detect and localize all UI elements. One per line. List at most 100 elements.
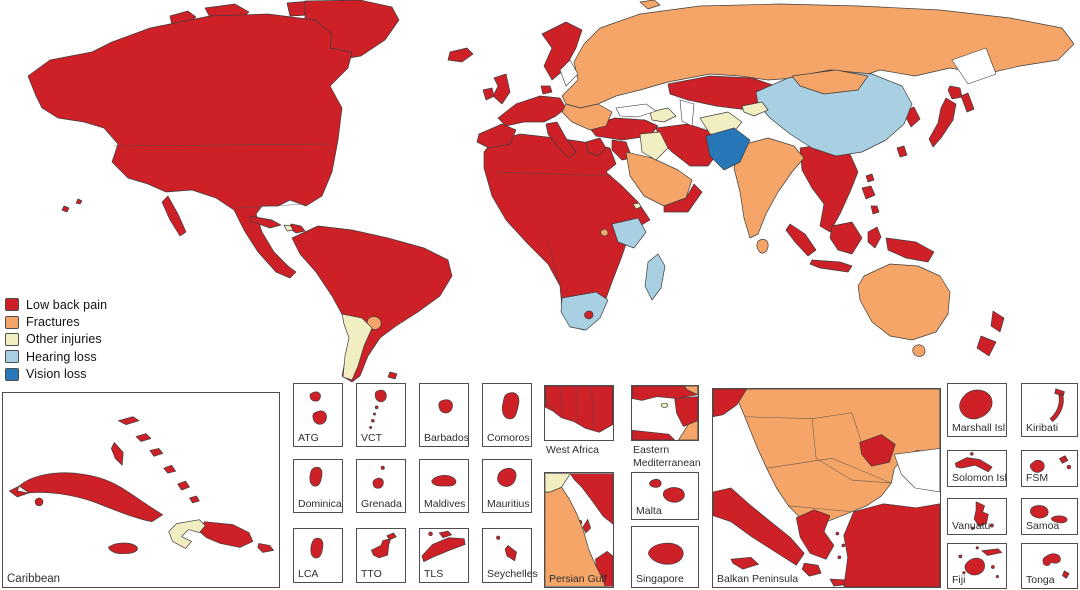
region-western-europe (497, 95, 567, 127)
inset-persian-gulf: Persian Gulf (544, 472, 614, 588)
regions-vision-loss (705, 127, 751, 171)
region-uk (492, 73, 511, 105)
region-lesotho (584, 310, 594, 320)
regions-hearing-loss (560, 69, 913, 331)
legend-label: Other injuries (26, 332, 102, 347)
lca-map (310, 537, 324, 559)
inset-label: TLS (424, 568, 444, 580)
legend-label: Fractures (26, 315, 80, 330)
dominica-map (309, 466, 323, 487)
inset-tls: TLS (419, 528, 469, 583)
legend-item-other-injuries: Other injuries (5, 331, 107, 348)
moldova (859, 434, 896, 467)
italy-inset (713, 487, 805, 570)
inset-label: Marshall Isl (952, 422, 1006, 434)
inset-marshall-islands: Marshall Isl (947, 383, 1007, 437)
inset-caribbean: Caribbean (2, 392, 280, 588)
caribbean-red (9, 416, 274, 555)
region-sulawesi (867, 226, 882, 249)
legend-swatch-vision-loss (5, 367, 19, 381)
inset-seychelles: Seychelles (482, 528, 538, 583)
inset-label: Fiji (952, 574, 966, 586)
region-svalbard (639, 0, 661, 10)
greece-inset (795, 509, 854, 587)
jamaica (107, 542, 138, 555)
regions-low-back-pain (27, 0, 1005, 383)
region-south-america (291, 225, 453, 383)
region-hawaii (61, 198, 83, 213)
regions-other-injuries (283, 101, 769, 381)
comoros-map (501, 392, 520, 420)
inset-maldives: Maldives (419, 459, 469, 513)
inset-kiribati: Kiribati (1021, 383, 1078, 437)
legend-item-hearing-loss: Hearing loss (5, 348, 107, 365)
vanuatu-map (970, 501, 994, 530)
region-iceland (447, 47, 474, 63)
inset-label: LCA (298, 568, 319, 580)
region-haiti-mainmap (283, 224, 294, 232)
region-new-guinea (885, 237, 935, 263)
inset-label: Comoros (487, 432, 530, 444)
legend-label: Low back pain (26, 297, 108, 312)
region-java (809, 259, 853, 273)
water-bodies (559, 47, 997, 127)
inset-label: Vanuatu (952, 520, 991, 532)
inset-label: VCT (361, 432, 382, 444)
grenada-map (372, 465, 385, 489)
inset-label-malta: Malta (636, 505, 662, 517)
legend-swatch-fractures (5, 315, 19, 329)
tonga-map (1042, 553, 1070, 579)
fiji-map (958, 546, 1003, 579)
inset-fiji: Fiji (947, 543, 1007, 589)
tls-map (421, 530, 466, 563)
baltic-sea (559, 59, 579, 87)
legend: Low back pain Fractures Other injuries H… (5, 296, 107, 383)
regions-low-back-pain-overlay (540, 21, 703, 213)
region-ireland (482, 87, 495, 101)
vct-map (369, 389, 387, 429)
legend-label: Vision loss (26, 367, 87, 382)
region-taiwan (896, 145, 908, 158)
inset-label-eastern-mediterranean: Eastern Mediterranean (633, 444, 701, 470)
region-australia (857, 263, 951, 341)
inset-singapore: Singapore (631, 526, 699, 588)
inset-label: Mauritius (487, 498, 530, 510)
caribbean-yellow (168, 519, 206, 549)
balkan-northwest-red (713, 389, 748, 418)
inset-label: Solomon Isl (952, 472, 1007, 484)
inset-atg: ATG (293, 383, 343, 447)
inset-solomon-islands: Solomon Isl (947, 450, 1007, 487)
inset-vanuatu: Vanuatu (947, 498, 1007, 535)
inset-label-caribbean: Caribbean (7, 573, 61, 585)
bahamas (110, 416, 200, 504)
region-argentina (341, 313, 373, 381)
legend-item-low-back-pain: Low back pain (5, 296, 107, 313)
region-eastern-europe-tail (561, 103, 613, 131)
inset-label: FSM (1026, 472, 1049, 484)
region-africa (483, 133, 651, 331)
main-world-map (27, 0, 1075, 383)
aegean-islands (835, 531, 846, 560)
region-sri-lanka (756, 239, 769, 254)
region-southeast-asia (799, 143, 859, 233)
caribbean-map (9, 416, 274, 555)
region-madagascar (644, 253, 666, 301)
legend-swatch-other-injuries (5, 332, 19, 346)
region-iberia (476, 123, 517, 149)
sea-of-okhotsk (951, 47, 997, 85)
country-borders (113, 81, 669, 287)
inset-barbados: Barbados (419, 383, 469, 447)
region-borneo (829, 221, 863, 255)
samoa-map (1030, 505, 1068, 524)
malta-map (649, 478, 685, 503)
region-philippines (861, 173, 880, 215)
inset-west-africa (544, 385, 614, 441)
region-mongolia (791, 69, 869, 95)
caspian-sea (679, 99, 695, 127)
inset-eastern-mediterranean (631, 385, 699, 441)
inset-label: TTO (361, 568, 382, 580)
balkan-map (713, 389, 940, 587)
inset-fsm: FSM (1021, 450, 1078, 487)
region-baja-california (161, 195, 187, 237)
